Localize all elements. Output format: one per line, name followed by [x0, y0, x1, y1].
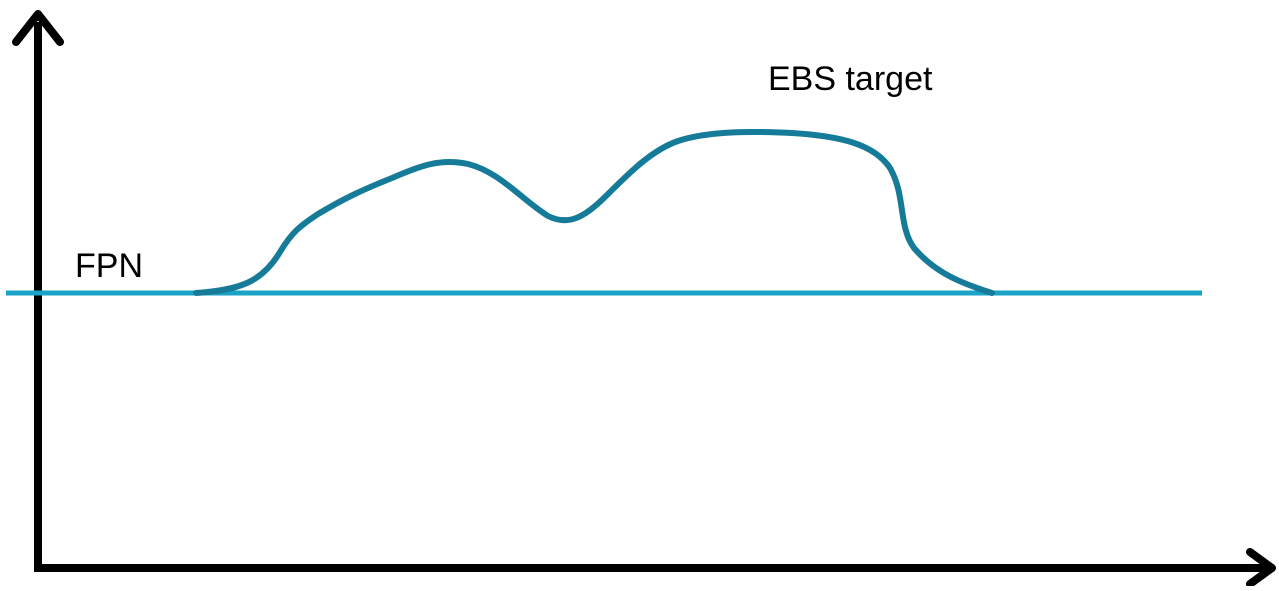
y-axis-arrowhead: [12, 10, 64, 46]
x-axis-arrowhead: [1246, 548, 1276, 588]
ebs-target-label: EBS target: [768, 60, 933, 98]
fpn-label: FPN: [75, 247, 143, 285]
ebs-target-curve: [193, 128, 995, 296]
